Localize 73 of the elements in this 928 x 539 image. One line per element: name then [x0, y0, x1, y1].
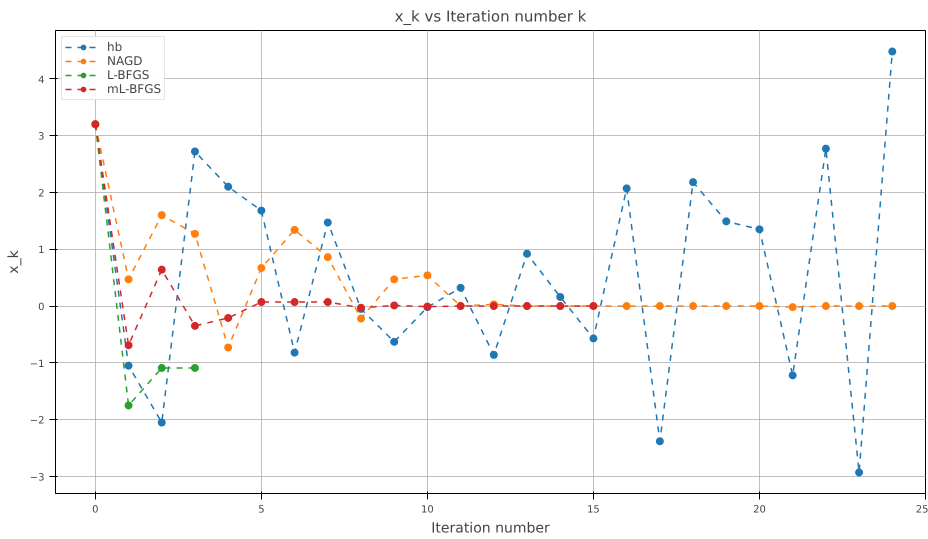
y-tick-label: −1: [30, 358, 45, 370]
point: [855, 302, 864, 310]
point: [456, 284, 465, 292]
point: [124, 362, 133, 370]
point: [224, 344, 232, 352]
point: [324, 298, 332, 306]
x-tick-label: 10: [421, 504, 434, 516]
legend-label: L-BFGS: [107, 68, 150, 82]
legend-label: NAGD: [107, 54, 143, 68]
point: [788, 303, 797, 312]
point: [257, 206, 266, 215]
point: [622, 302, 631, 310]
y-tick-label: 1: [38, 245, 45, 256]
legend-label: mL-BFGS: [107, 82, 162, 96]
y-tick-label: 2: [38, 188, 45, 200]
point: [190, 148, 199, 156]
point: [689, 178, 698, 186]
chart-title: x_k vs Iteration number k: [394, 8, 587, 26]
point: [290, 298, 299, 306]
point: [622, 184, 631, 192]
point: [224, 314, 232, 322]
point: [324, 253, 332, 262]
point: [257, 298, 266, 306]
point: [390, 301, 398, 310]
y-tick-label: −2: [30, 416, 45, 427]
point: [722, 302, 730, 310]
point: [290, 226, 299, 234]
point: [888, 48, 896, 56]
point: [158, 211, 166, 220]
x-tick-label: 20: [753, 504, 766, 516]
point: [124, 401, 133, 410]
point: [124, 341, 133, 350]
point: [788, 371, 797, 380]
point: [490, 350, 498, 359]
point: [158, 266, 166, 274]
point: [822, 144, 830, 153]
point: [556, 292, 564, 301]
point: [423, 271, 432, 280]
point: [722, 217, 730, 226]
point: [755, 225, 764, 234]
point: [755, 302, 764, 310]
point: [257, 264, 266, 272]
x-tick-label: 0: [92, 504, 99, 516]
y-tick-label: −3: [30, 472, 45, 484]
point: [190, 230, 199, 238]
point: [390, 338, 398, 346]
point: [888, 302, 896, 310]
point: [324, 218, 332, 227]
x-tick-label: 15: [587, 504, 600, 516]
y-axis-title: x_k: [6, 249, 22, 274]
point: [356, 314, 365, 323]
x-axis-title: Iteration number: [431, 520, 550, 536]
point: [855, 468, 864, 476]
point: [224, 182, 232, 191]
point: [390, 275, 398, 284]
point: [190, 322, 199, 330]
point: [822, 302, 830, 310]
point: [190, 364, 199, 372]
y-tick-label: 3: [38, 132, 45, 143]
y-tick-label: 4: [38, 74, 45, 86]
x-tick-label: 5: [258, 504, 265, 516]
point: [290, 348, 299, 357]
y-tick-label: 0: [38, 302, 45, 314]
point: [124, 275, 133, 284]
point: [158, 418, 166, 426]
x-tick-label: 25: [916, 504, 928, 516]
point: [656, 437, 664, 446]
legend-label: hb: [107, 40, 124, 54]
point: [523, 250, 532, 258]
point: [689, 302, 698, 310]
point: [656, 302, 664, 310]
point: [158, 364, 166, 372]
point: [589, 334, 598, 342]
